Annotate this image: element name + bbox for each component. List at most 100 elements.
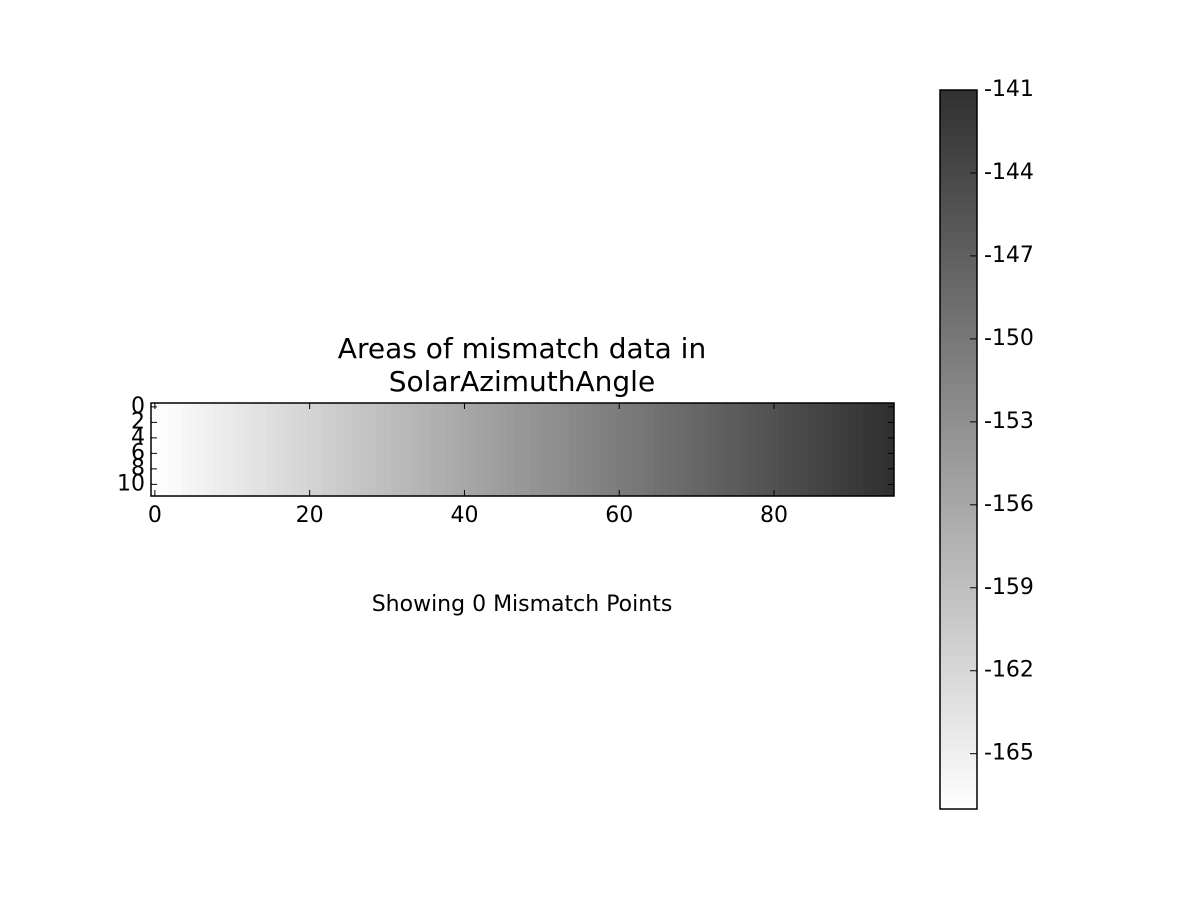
heat-cell: [654, 403, 663, 496]
heat-cell: [290, 403, 299, 496]
heat-cell: [166, 403, 175, 496]
heat-cell: [561, 403, 570, 496]
heat-cell: [762, 403, 771, 496]
colorbar-tick-label: -150: [984, 326, 1034, 351]
heat-cell: [646, 403, 655, 496]
heat-cell: [189, 403, 198, 496]
x-tick-label: 40: [450, 503, 478, 528]
heat-cell: [429, 403, 438, 496]
heat-cell: [390, 403, 400, 496]
heat-cell: [855, 403, 864, 496]
heat-cell: [476, 403, 485, 496]
heat-cell: [321, 403, 330, 496]
heat-cell: [336, 403, 345, 496]
heat-cell: [685, 403, 694, 496]
y-tick-label: 8: [131, 456, 145, 481]
heat-cell: [274, 403, 284, 496]
heat-cell: [205, 403, 214, 496]
heat-cell: [421, 403, 431, 496]
heat-cell: [181, 403, 191, 496]
colorbar-tick-label: -147: [984, 243, 1034, 268]
heat-cell: [870, 403, 880, 496]
axes-frame: [150, 402, 895, 497]
annotation: Showing 0 Mismatch Points: [371, 592, 673, 617]
heat-cell: [739, 403, 748, 496]
heat-cell: [352, 403, 361, 496]
heat-cell: [437, 403, 446, 496]
heat-cell: [359, 403, 369, 496]
heat-cell: [151, 403, 160, 496]
colorbar-tick-label: -156: [984, 492, 1034, 517]
x-tick-label: 20: [296, 503, 324, 528]
heat-cell: [507, 403, 516, 496]
heat-cell: [398, 403, 407, 496]
heat-cell: [770, 403, 779, 496]
heat-cell: [669, 403, 678, 496]
heat-cell: [808, 403, 818, 496]
heat-cell: [514, 403, 523, 496]
heat-cell: [592, 403, 601, 496]
heat-cell: [267, 403, 276, 496]
heat-cell: [731, 403, 740, 496]
y-tick-label: 10: [117, 471, 145, 496]
heat-cell: [816, 403, 825, 496]
heat-cell: [638, 403, 647, 496]
heat-cell: [228, 403, 237, 496]
heat-cell: [661, 403, 671, 496]
heat-cell: [607, 403, 616, 496]
heat-cell: [785, 403, 794, 496]
heat-cell: [367, 403, 376, 496]
heat-cell: [746, 403, 756, 496]
heat-cell: [468, 403, 477, 496]
heat-cell: [251, 403, 260, 496]
heat-cell: [576, 403, 585, 496]
heat-cell: [545, 403, 554, 496]
heat-cell: [886, 403, 895, 496]
heat-cell: [700, 403, 709, 496]
heat-cell: [568, 403, 578, 496]
heat-cell: [692, 403, 702, 496]
heat-cell: [236, 403, 245, 496]
heat-cell: [406, 403, 415, 496]
x-tick-label: 60: [605, 503, 633, 528]
heat-cell: [383, 403, 392, 496]
heat-cell: [537, 403, 547, 496]
heat-cell: [801, 403, 810, 496]
heat-cell: [677, 403, 686, 496]
colorbar-tick-label: -144: [984, 160, 1034, 185]
heat-cell: [599, 403, 609, 496]
x-tick-label: 80: [760, 503, 788, 528]
heat-cell: [499, 403, 508, 496]
heat-cell: [344, 403, 353, 496]
heat-cell: [329, 403, 338, 496]
colorbar-tick-label: -162: [984, 658, 1034, 683]
heat-cell: [863, 403, 872, 496]
y-tick-label: 6: [131, 440, 145, 465]
heat-cell: [197, 403, 206, 496]
heat-cell: [375, 403, 384, 496]
heat-cell: [445, 403, 454, 496]
heat-cell: [414, 403, 423, 496]
heat-cell: [460, 403, 469, 496]
chart-title: Areas of mismatch data in SolarAzimuthAn…: [337, 332, 707, 398]
colorbar: [939, 89, 978, 810]
heat-cell: [847, 403, 856, 496]
heat-cell: [630, 403, 640, 496]
heat-cell: [259, 403, 268, 496]
heat-cell: [824, 403, 833, 496]
heat-cell: [530, 403, 539, 496]
heat-cell: [522, 403, 531, 496]
heat-cell: [777, 403, 787, 496]
y-tick-label: 4: [131, 425, 145, 450]
heat-cell: [878, 403, 887, 496]
heat-cell: [220, 403, 229, 496]
heat-cell: [715, 403, 725, 496]
heat-cell: [832, 403, 841, 496]
heat-cell: [298, 403, 307, 496]
heat-cell: [243, 403, 253, 496]
colorbar-tick-label: -159: [984, 575, 1034, 600]
heat-cell: [708, 403, 717, 496]
colorbar-tick-label: -165: [984, 741, 1034, 766]
colorbar-tick-label: -141: [984, 77, 1034, 102]
